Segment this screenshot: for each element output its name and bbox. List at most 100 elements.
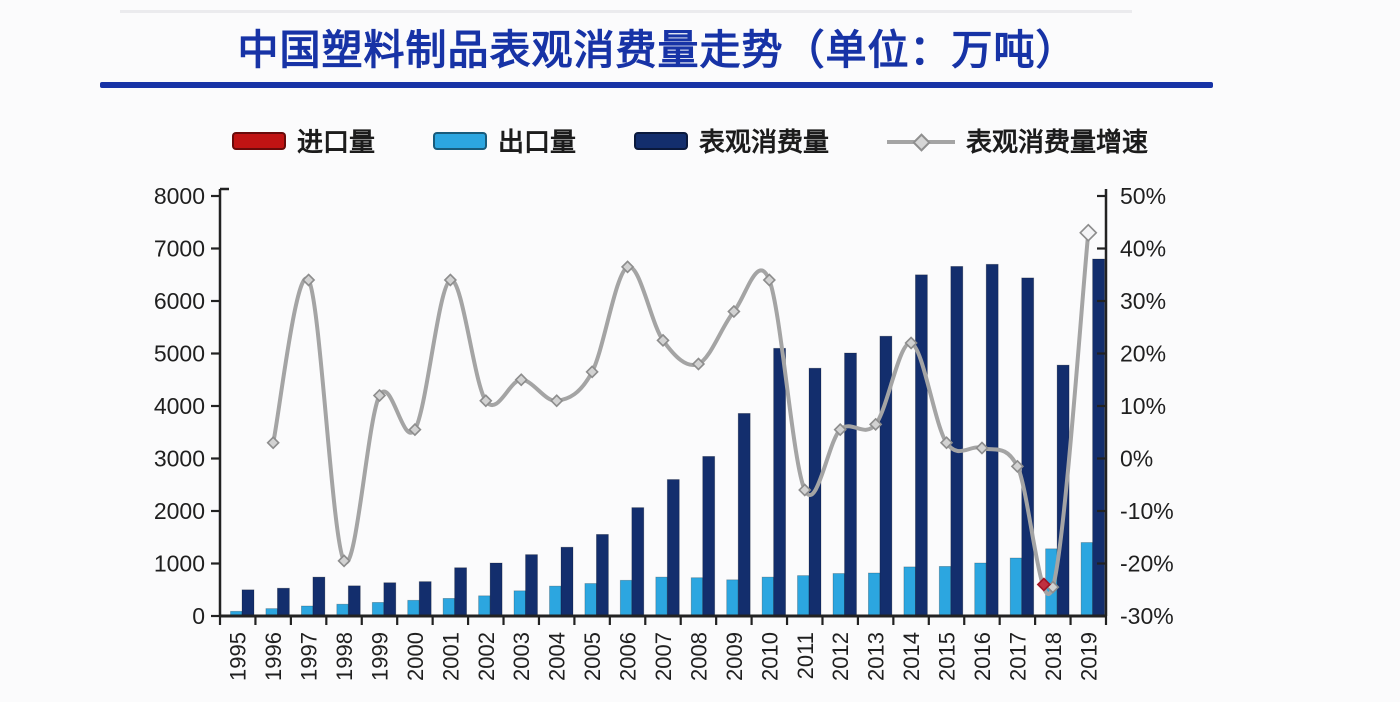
bar-consumption-2017 <box>1021 277 1035 617</box>
bar-exports-2012 <box>832 573 845 617</box>
bar-consumption-2000 <box>418 581 432 617</box>
bar-exports-2005 <box>584 583 597 617</box>
growth-marker-1997 <box>301 273 316 287</box>
growth-marker-2009 <box>727 304 741 319</box>
top-border-line <box>120 10 1132 13</box>
x-tick-label-2010: 2010 <box>757 632 782 681</box>
x-tick-label-2014: 2014 <box>899 632 924 681</box>
legend-label-growth: 表观消费量增速 <box>966 127 1149 157</box>
x-tick-label-2009: 2009 <box>722 632 747 681</box>
right-tick-label-0%: 0% <box>1120 446 1153 472</box>
bar-exports-2011 <box>797 575 810 617</box>
growth-marker-2011 <box>798 483 812 497</box>
growth-marker-2002 <box>479 394 493 408</box>
x-tick-label-1998: 1998 <box>332 632 357 681</box>
x-tick-label-2007: 2007 <box>651 632 676 681</box>
bar-exports-2016 <box>974 562 987 617</box>
x-tick-label-2016: 2016 <box>970 632 995 681</box>
growth-marker-2017 <box>1010 459 1025 474</box>
bar-consumption-2004 <box>560 546 574 617</box>
growth-marker-2000 <box>408 422 422 437</box>
right-tick-label--20%: -20% <box>1120 551 1174 577</box>
legend-label-imports: 进口量 <box>297 127 376 157</box>
legend-item-imports: 进口量 <box>232 122 375 159</box>
bar-consumption-2005 <box>596 534 609 617</box>
x-tick-label-2002: 2002 <box>474 632 499 681</box>
growth-line <box>271 230 1091 597</box>
bar-consumption-2015 <box>950 265 964 617</box>
bar-exports-1999 <box>371 602 385 617</box>
bar-consumption-2013 <box>879 335 893 617</box>
legend-item-growth: 表观消费量增速 <box>887 122 1148 159</box>
bar-consumption-1996 <box>276 587 290 617</box>
bar-consumption-2009 <box>737 412 751 617</box>
right-tick-label--10%: -10% <box>1120 498 1174 524</box>
right-tick-label--30%: -30% <box>1120 603 1174 629</box>
growth-marker-2005 <box>585 365 599 379</box>
left-tick-label-3000: 3000 <box>154 446 205 472</box>
growth-marker-1999 <box>372 388 387 403</box>
legend-label-exports: 出口量 <box>498 127 577 157</box>
bar-consumption-2008 <box>702 455 716 617</box>
x-tick-label-2011: 2011 <box>793 632 818 679</box>
x-tick-label-1997: 1997 <box>297 632 322 681</box>
bar-exports-2010 <box>761 576 774 617</box>
title-underline <box>100 82 1213 88</box>
bar-exports-2009 <box>726 579 739 617</box>
left-tick-label-7000: 7000 <box>154 236 205 262</box>
x-tick-label-2008: 2008 <box>686 632 711 681</box>
bar-exports-2014 <box>903 566 916 617</box>
bar-consumption-2007 <box>666 479 680 617</box>
x-tick-label-1996: 1996 <box>261 632 286 681</box>
bar-exports-2004 <box>549 585 562 617</box>
growth-marker-2013 <box>869 417 883 432</box>
x-tick-label-2013: 2013 <box>864 632 889 681</box>
right-tick-label-10%: 10% <box>1120 393 1166 419</box>
exports-swatch-icon <box>433 131 488 150</box>
consumption-swatch-icon <box>634 131 689 150</box>
bar-exports-2002 <box>478 595 491 617</box>
growth-marker-2014 <box>904 336 918 350</box>
x-tick-label-2000: 2000 <box>403 632 428 681</box>
bar-exports-2015 <box>938 566 952 617</box>
bar-exports-2006 <box>619 579 633 617</box>
x-tick-label-2015: 2015 <box>935 632 960 681</box>
bar-consumption-1997 <box>312 576 326 617</box>
growth-marker-2007 <box>656 333 670 348</box>
legend-item-consumption: 表观消费量 <box>634 122 829 159</box>
growth-arrow-marker-2019 <box>1079 223 1098 242</box>
bar-consumption-2016 <box>985 263 999 617</box>
growth-marker-1998 <box>337 554 351 568</box>
bar-exports-2019 <box>1080 542 1093 617</box>
x-tick-label-1999: 1999 <box>368 632 393 681</box>
growth-marker-2015 <box>939 436 954 450</box>
growth-marker-2010 <box>762 273 776 287</box>
bar-consumption-2014 <box>915 274 928 617</box>
growth-marker-2016 <box>975 441 989 455</box>
right-tick-label-50%: 50% <box>1120 183 1166 209</box>
bar-exports-2013 <box>868 572 881 617</box>
left-tick-label-1000: 1000 <box>154 551 205 577</box>
bar-consumption-2010 <box>773 347 786 617</box>
bar-consumption-2003 <box>525 554 538 617</box>
growth-marker-2001 <box>443 273 457 287</box>
bar-consumption-2006 <box>631 507 645 617</box>
x-tick-label-2005: 2005 <box>580 632 605 681</box>
x-tick-label-2001: 2001 <box>438 632 463 681</box>
chart-title: 中国塑料制品表观消费量走势（单位：万吨） <box>237 27 1078 73</box>
left-tick-label-2000: 2000 <box>154 498 205 524</box>
bar-consumption-1998 <box>347 585 361 617</box>
x-tick-label-2004: 2004 <box>545 632 570 681</box>
left-axis <box>218 187 229 616</box>
bar-consumption-2001 <box>454 567 468 617</box>
x-tick-label-2003: 2003 <box>509 632 534 681</box>
left-tick-label-6000: 6000 <box>154 288 205 314</box>
imports-swatch-icon <box>232 131 286 150</box>
bar-exports-1998 <box>336 603 349 617</box>
bar-exports-2008 <box>690 577 704 617</box>
x-tick-label-2006: 2006 <box>616 632 641 681</box>
growth-marker-1996 <box>266 436 280 450</box>
right-tick-label-30%: 30% <box>1120 288 1166 314</box>
